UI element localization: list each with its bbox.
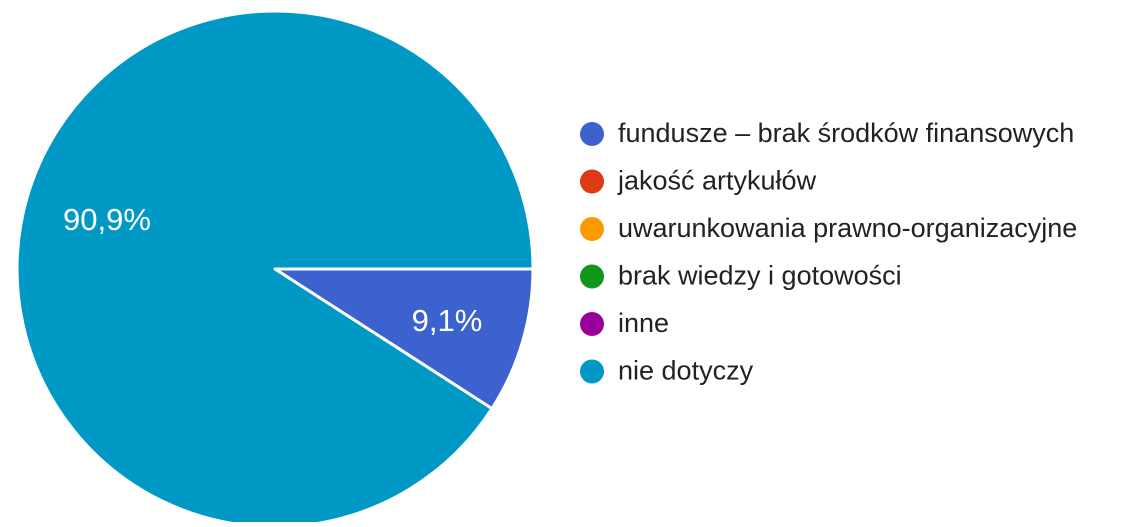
legend-label-3: brak wiedzy i gotowości <box>618 261 902 291</box>
pie-slice-labels: 9,1% 90,9% <box>63 202 482 338</box>
legend-label-5: nie dotyczy <box>618 356 754 386</box>
pie-slice-label-5: 90,9% <box>63 202 151 237</box>
pie-slice-5 <box>15 9 535 527</box>
legend-label-2: uwarunkowania prawno-organizacyjne <box>618 213 1077 243</box>
legend-marker-3 <box>580 264 604 289</box>
legend-marker-0 <box>580 122 604 146</box>
legend-marker-4 <box>580 312 604 336</box>
pie-slices <box>15 9 535 527</box>
legend-label-0: fundusze – brak środków finansowych <box>618 118 1074 148</box>
pie-slice-0 <box>273 267 535 411</box>
pie-slice-label-0: 9,1% <box>412 303 483 338</box>
chart-legend: fundusze – brak środków finansowych jakoś… <box>580 118 1077 386</box>
legend-label-1: jakość artykułów <box>617 166 817 196</box>
legend-marker-5 <box>580 359 604 384</box>
legend-label-4: inne <box>618 308 669 338</box>
legend-marker-2 <box>580 217 604 241</box>
legend-marker-1 <box>580 169 604 194</box>
